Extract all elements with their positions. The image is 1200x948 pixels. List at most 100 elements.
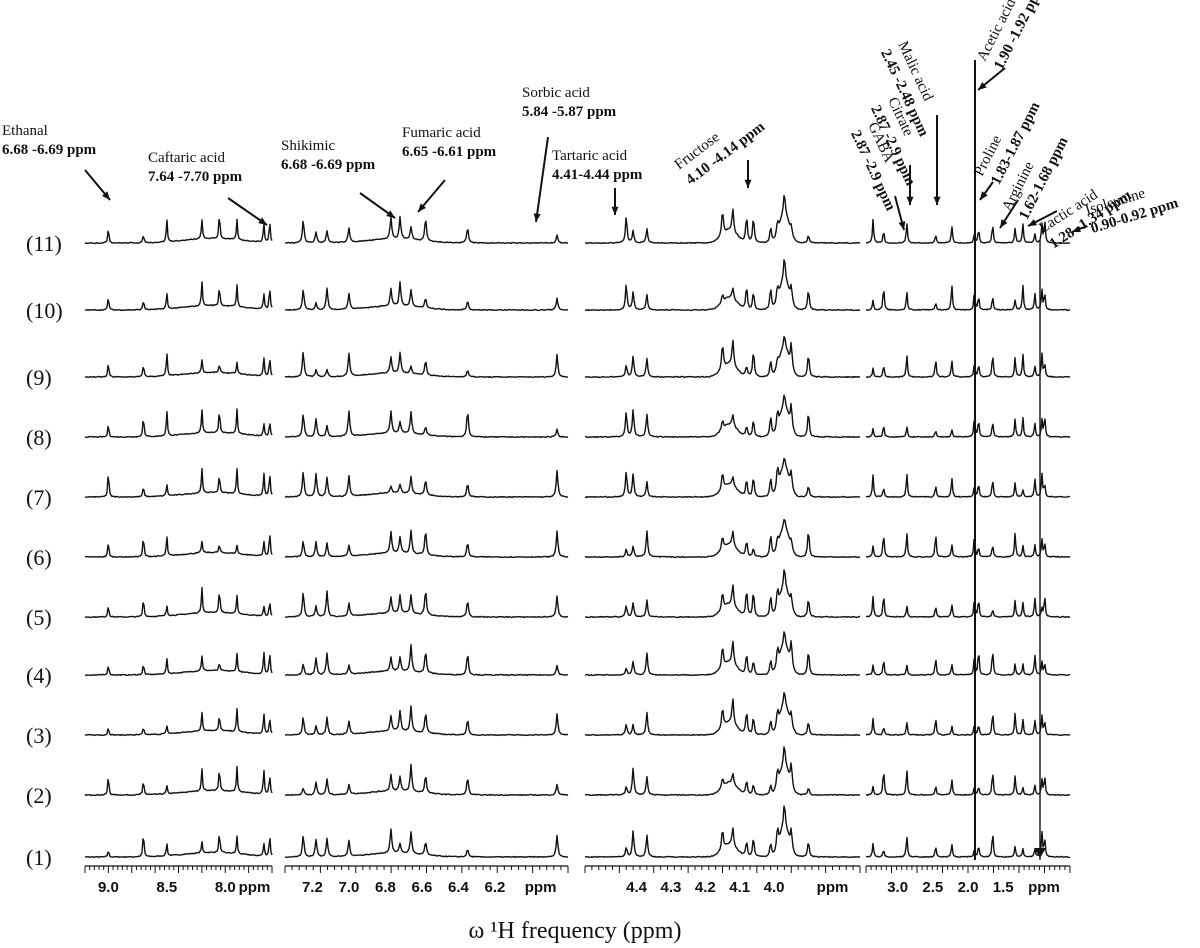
spectrum-trace <box>865 416 1071 438</box>
isoleucine-arrowhead <box>1034 848 1046 858</box>
spectrum-trace <box>865 653 1071 676</box>
annotation-arrowhead <box>744 179 752 188</box>
spectrum-trace <box>284 644 569 677</box>
spectrum-trace <box>284 281 569 312</box>
tick-label: ppm <box>1028 879 1060 896</box>
spectrum-trace <box>84 707 273 737</box>
sample-label: (3) <box>26 723 52 748</box>
spectrum-trace <box>584 746 861 797</box>
tick-label: 1.5 <box>993 879 1014 896</box>
spectrum-trace <box>865 218 1071 244</box>
spectrum-trace <box>84 835 273 859</box>
annotation-arrowhead <box>102 191 110 200</box>
spectrum-trace <box>865 595 1071 618</box>
spectrum-trace <box>284 529 569 559</box>
spectrum-trace <box>84 586 273 619</box>
peak-annotations: Ethanal 6.68 -6.69 ppm Caftaric acid 7.64 -… <box>2 0 1181 252</box>
spectrum-trace <box>84 353 273 378</box>
spectrum-trace <box>84 281 273 312</box>
annotation-label: Ethanal 6.68 -6.69 ppm <box>2 123 97 158</box>
spectrum-trace <box>284 469 569 499</box>
tick-label: 6.4 <box>448 879 470 896</box>
annotation-label: Sorbic acid 5.84 -5.87 ppm <box>522 85 617 120</box>
annotation-name: Tartaric acid <box>552 148 628 164</box>
spectrum-trace <box>84 651 273 677</box>
annotation-label: Caftaric acid 7.64 -7.70 ppm <box>148 150 243 185</box>
spectrum-trace <box>284 828 569 859</box>
spectrum-trace <box>584 336 861 379</box>
spectrum-trace <box>865 770 1071 797</box>
annotation-label: Tartaric acid 4.41-4.44 ppm <box>552 148 643 183</box>
spectrum-trace <box>285 705 568 737</box>
spectrum-trace <box>84 467 273 498</box>
spectrum-trace <box>584 194 861 245</box>
annotation-name: Sorbic acid <box>522 85 590 101</box>
tick-label: 4.1 <box>729 879 750 896</box>
tick-label: 2.5 <box>922 879 943 896</box>
tick-label: 6.6 <box>412 879 433 896</box>
tick-label: 6.2 <box>485 879 506 896</box>
annotation-range: 6.68 -6.69 ppm <box>2 142 97 158</box>
annotation-range: 5.84 -5.87 ppm <box>522 104 617 120</box>
annotation-arrowhead <box>906 196 914 205</box>
annotation-arrowhead <box>418 203 427 212</box>
sample-labels: (1) (2) (3) (4) (5) (6) (7) (8) (9) (10) (11) <box>26 231 63 870</box>
sample-label: (2) <box>26 783 52 808</box>
annotation-label: Fumaric acid 6.65 -6.61 ppm <box>402 125 497 160</box>
spectrum-trace <box>584 805 861 859</box>
spectrum-trace <box>865 284 1071 312</box>
spectrum-trace <box>84 765 273 797</box>
spectrum-trace <box>285 215 568 245</box>
sample-label: (7) <box>26 485 52 510</box>
tick-label: 8.0 <box>215 879 236 896</box>
sample-label: (6) <box>26 545 52 570</box>
tick-label: 7.2 <box>302 879 323 896</box>
spectrum-trace <box>284 763 569 797</box>
spectrum-trace <box>584 457 861 499</box>
spectrum-trace <box>584 691 861 737</box>
spectrum-trace <box>584 518 861 559</box>
tick-label: 4.2 <box>695 879 716 896</box>
annotation-arrowhead <box>1028 219 1037 226</box>
annotation-arrowhead <box>611 206 619 215</box>
annotation-arrow <box>535 136 549 223</box>
tick-label: 6.8 <box>375 879 396 896</box>
spectra-layer <box>84 60 1071 860</box>
annotation-range: 4.41-4.44 ppm <box>552 167 643 183</box>
tick-label: 2.0 <box>958 879 979 896</box>
annotation-arrowhead <box>533 213 541 222</box>
spectrum-trace <box>584 394 861 439</box>
sample-label: (8) <box>26 425 52 450</box>
annotation-arrowhead <box>258 217 267 225</box>
sample-label: (4) <box>26 663 52 688</box>
annotation-name: Caftaric acid <box>148 150 226 166</box>
annotation-name: Ethanal <box>2 123 48 139</box>
spectrum-trace <box>865 532 1071 558</box>
sample-label: (1) <box>26 845 52 870</box>
annotation-name: Fumaric acid <box>402 125 481 141</box>
sample-label: (5) <box>26 605 52 630</box>
tick-label: 4.4 <box>626 879 648 896</box>
tick-label: ppm <box>239 879 271 896</box>
tick-label: 9.0 <box>98 879 119 896</box>
annotation-label: Shikimic 6.68 -6.69 ppm <box>281 138 376 173</box>
spectrum-trace <box>84 408 273 439</box>
x-axes: 9.0 8.5 8.0 ppm 7.2 7.0 6.8 6.6 6.4 6.2 ppm 4.4 4.3 4… <box>84 865 1071 896</box>
spectrum-trace <box>284 410 569 439</box>
spectrum-trace <box>584 259 861 312</box>
annotation-range: 6.65 -6.61 ppm <box>402 144 497 160</box>
x-axis-title: ω ¹H frequency (ppm) <box>469 918 682 944</box>
annotation-range: 7.64 -7.70 ppm <box>148 169 243 185</box>
tick-label: 3.0 <box>887 879 908 896</box>
spectrum-trace <box>585 631 860 677</box>
spectrum-trace <box>84 218 273 245</box>
annotation-arrowhead <box>1072 225 1081 233</box>
annotation-arrowhead <box>386 210 395 218</box>
tick-label: ppm <box>817 879 849 896</box>
tick-label: 8.5 <box>156 879 177 896</box>
tick-label: 4.3 <box>661 879 682 896</box>
